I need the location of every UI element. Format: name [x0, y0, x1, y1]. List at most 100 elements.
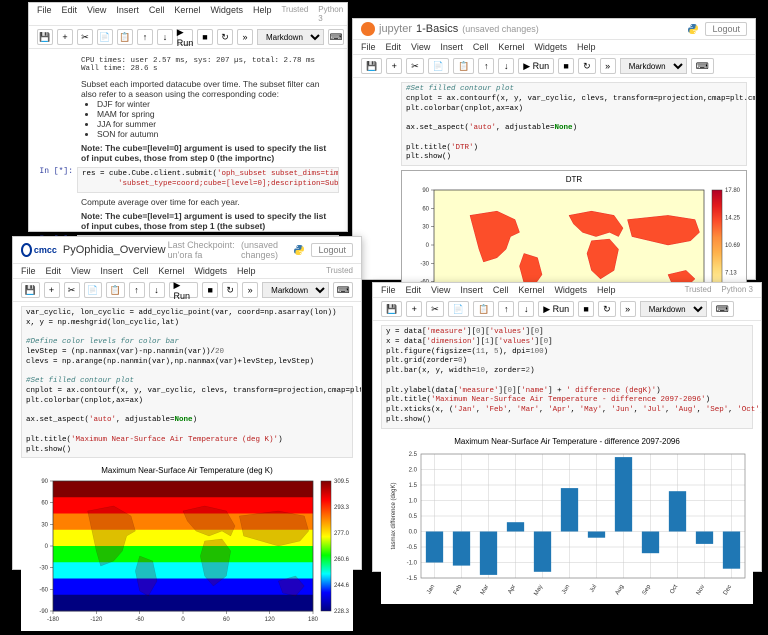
paste-icon[interactable]: 📋 — [106, 282, 125, 298]
run-button[interactable]: ▶ Run — [169, 282, 199, 298]
cut-icon[interactable]: ✂ — [406, 58, 424, 74]
keyboard-icon[interactable]: ⌨ — [328, 29, 344, 45]
celltype-select[interactable]: Markdown — [262, 282, 329, 298]
menu-edit[interactable]: Edit — [386, 42, 402, 52]
stop-icon[interactable]: ■ — [578, 301, 594, 317]
paste-icon[interactable]: 📋 — [117, 29, 133, 45]
stop-icon[interactable]: ■ — [202, 282, 218, 298]
svg-text:-0.5: -0.5 — [407, 545, 418, 551]
paste-icon[interactable]: 📋 — [473, 301, 494, 317]
keyboard-icon[interactable]: ⌨ — [333, 282, 353, 298]
menu-view[interactable]: View — [431, 285, 450, 295]
logout-button[interactable]: Logout — [705, 22, 747, 36]
copy-icon[interactable]: 📄 — [84, 282, 103, 298]
menu-view[interactable]: View — [71, 266, 90, 276]
menu-insert[interactable]: Insert — [116, 5, 139, 23]
down-icon[interactable]: ↓ — [498, 58, 514, 74]
ff-icon[interactable]: » — [237, 29, 253, 45]
menu-kernel[interactable]: Kernel — [518, 285, 544, 295]
up-icon[interactable]: ↑ — [478, 58, 494, 74]
menu-help[interactable]: Help — [237, 266, 256, 276]
menu-kernel[interactable]: Kernel — [174, 5, 200, 23]
menu-widgets[interactable]: Widgets — [554, 285, 587, 295]
menu-file[interactable]: File — [361, 42, 376, 52]
down-icon[interactable]: ↓ — [518, 301, 534, 317]
add-cell-icon[interactable]: + — [386, 58, 402, 74]
add-cell-icon[interactable]: + — [57, 29, 73, 45]
add-cell-icon[interactable]: + — [406, 301, 422, 317]
menu-cell[interactable]: Cell — [473, 42, 489, 52]
menu-help[interactable]: Help — [577, 42, 596, 52]
svg-text:120: 120 — [265, 617, 276, 623]
menu-kernel[interactable]: Kernel — [498, 42, 524, 52]
restart-icon[interactable]: ↻ — [578, 58, 596, 74]
celltype-select[interactable]: Markdown — [620, 58, 687, 74]
menu-kernel[interactable]: Kernel — [158, 266, 184, 276]
svg-text:244.6: 244.6 — [334, 583, 350, 589]
svg-text:Oct: Oct — [669, 583, 679, 594]
menu-widgets[interactable]: Widgets — [534, 42, 567, 52]
svg-text:309.5: 309.5 — [334, 479, 350, 485]
keyboard-icon[interactable]: ⌨ — [711, 301, 734, 317]
stop-icon[interactable]: ■ — [558, 58, 574, 74]
run-button[interactable]: ▶ Run — [538, 301, 574, 317]
celltype-select[interactable]: Markdown — [257, 29, 324, 45]
menu-file[interactable]: File — [37, 5, 52, 23]
up-icon[interactable]: ↑ — [498, 301, 514, 317]
menu-insert[interactable]: Insert — [440, 42, 463, 52]
keyboard-icon[interactable]: ⌨ — [691, 58, 714, 74]
up-icon[interactable]: ↑ — [129, 282, 145, 298]
restart-icon[interactable]: ↻ — [217, 29, 233, 45]
add-cell-icon[interactable]: + — [44, 282, 60, 298]
stop-icon[interactable]: ■ — [197, 29, 213, 45]
ff-icon[interactable]: » — [620, 301, 636, 317]
save-icon[interactable]: 💾 — [37, 29, 53, 45]
menu-edit[interactable]: Edit — [62, 5, 78, 23]
menu-widgets[interactable]: Widgets — [194, 266, 227, 276]
code-cell[interactable]: var_cyclic, lon_cyclic = add_cyclic_poin… — [21, 306, 353, 458]
svg-text:-180: -180 — [47, 617, 60, 623]
save-icon[interactable]: 💾 — [381, 301, 402, 317]
menu-view[interactable]: View — [87, 5, 106, 23]
cut-icon[interactable]: ✂ — [77, 29, 93, 45]
restart-icon[interactable]: ↻ — [598, 301, 616, 317]
copy-icon[interactable]: 📄 — [97, 29, 113, 45]
down-icon[interactable]: ↓ — [157, 29, 173, 45]
svg-text:1.0: 1.0 — [409, 498, 418, 504]
timing-output: CPU times: user 2.57 ms, sys: 207 µs, to… — [77, 55, 339, 75]
save-icon[interactable]: 💾 — [21, 282, 40, 298]
celltype-select[interactable]: Markdown — [640, 301, 707, 317]
run-button[interactable]: ▶ Run — [177, 29, 193, 45]
ff-icon[interactable]: » — [600, 58, 616, 74]
menu-help[interactable]: Help — [597, 285, 616, 295]
menu-file[interactable]: File — [21, 266, 36, 276]
menu-cell[interactable]: Cell — [133, 266, 149, 276]
menu-help[interactable]: Help — [253, 5, 272, 23]
copy-icon[interactable]: 📄 — [448, 301, 469, 317]
code-cell[interactable]: #Set filled contour plot cnplot = ax.con… — [401, 82, 747, 166]
menu-insert[interactable]: Insert — [460, 285, 483, 295]
save-icon[interactable]: 💾 — [361, 58, 382, 74]
logout-button[interactable]: Logout — [311, 243, 353, 257]
menu-cell[interactable]: Cell — [493, 285, 509, 295]
ff-icon[interactable]: » — [242, 282, 258, 298]
menubar: File Edit View Insert Cell Kernel Widget… — [373, 283, 761, 298]
code-cell[interactable]: y = data['measure'][0]['values'][0] x = … — [381, 325, 753, 429]
up-icon[interactable]: ↑ — [137, 29, 153, 45]
cut-icon[interactable]: ✂ — [426, 301, 444, 317]
menu-widgets[interactable]: Widgets — [210, 5, 243, 23]
copy-icon[interactable]: 📄 — [428, 58, 449, 74]
cut-icon[interactable]: ✂ — [64, 282, 80, 298]
menu-view[interactable]: View — [411, 42, 430, 52]
menu-edit[interactable]: Edit — [406, 285, 422, 295]
down-icon[interactable]: ↓ — [149, 282, 165, 298]
paste-icon[interactable]: 📋 — [453, 58, 474, 74]
menu-cell[interactable]: Cell — [149, 5, 165, 23]
menu-file[interactable]: File — [381, 285, 396, 295]
run-button[interactable]: ▶ Run — [518, 58, 554, 74]
menu-edit[interactable]: Edit — [46, 266, 62, 276]
code-cell[interactable]: res = cube.Cube.client.submit('oph_subse… — [77, 167, 339, 193]
menu-insert[interactable]: Insert — [100, 266, 123, 276]
notebook-2: jupyter 1-Basics (unsaved changes) Logou… — [352, 18, 756, 280]
restart-icon[interactable]: ↻ — [222, 282, 238, 298]
